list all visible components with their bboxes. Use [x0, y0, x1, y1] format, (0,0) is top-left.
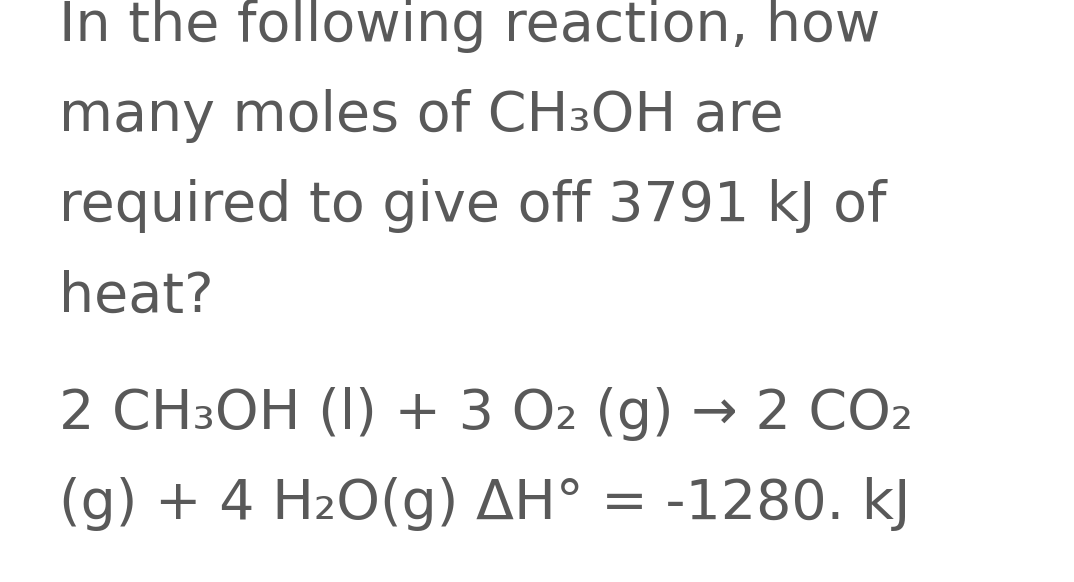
Text: In the following reaction, how: In the following reaction, how [59, 0, 881, 53]
Text: (g) + 4 H₂O(g) ΔH° = -1280. kJ: (g) + 4 H₂O(g) ΔH° = -1280. kJ [59, 477, 911, 531]
Text: many moles of CH₃OH are: many moles of CH₃OH are [59, 89, 784, 143]
Text: 2 CH₃OH (l) + 3 O₂ (g) → 2 CO₂: 2 CH₃OH (l) + 3 O₂ (g) → 2 CO₂ [59, 386, 913, 441]
Text: required to give off 3791 kJ of: required to give off 3791 kJ of [59, 179, 886, 233]
Text: heat?: heat? [59, 269, 214, 324]
